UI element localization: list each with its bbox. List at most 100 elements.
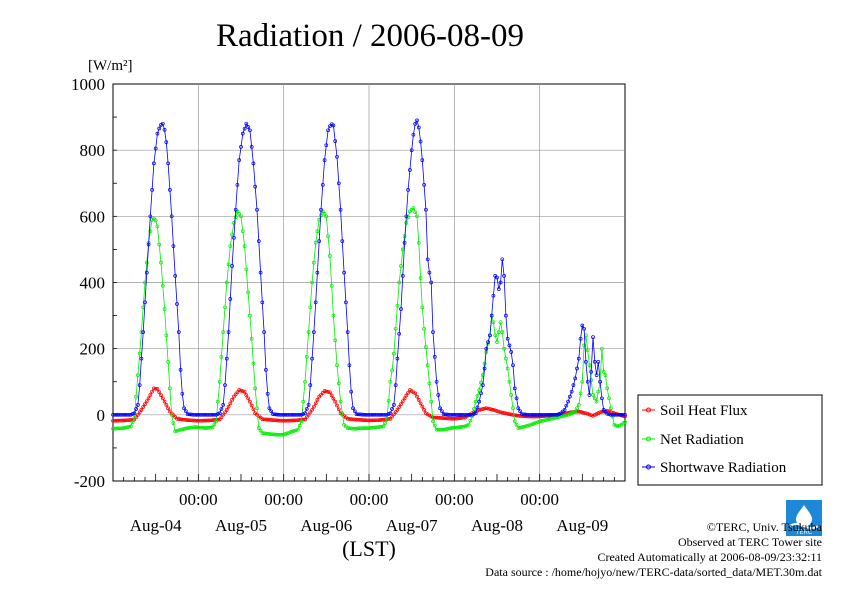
data-point xyxy=(440,416,444,420)
data-point xyxy=(292,429,297,433)
data-point xyxy=(258,428,263,433)
data-point xyxy=(169,412,174,417)
data-point xyxy=(361,418,366,422)
data-point xyxy=(125,418,130,423)
data-point xyxy=(152,161,156,166)
data-point xyxy=(162,307,167,311)
data-point xyxy=(605,411,610,416)
data-point xyxy=(342,270,346,275)
data-point xyxy=(368,418,373,423)
data-point xyxy=(399,264,403,268)
data-point xyxy=(290,418,295,423)
data-point xyxy=(175,428,179,433)
data-point xyxy=(285,431,290,436)
data-point xyxy=(434,379,439,384)
data-point xyxy=(192,418,197,423)
data-point xyxy=(441,427,446,432)
data-point xyxy=(264,417,268,422)
data-point xyxy=(180,417,185,422)
data-point xyxy=(521,412,526,417)
data-point xyxy=(276,432,281,437)
data-point xyxy=(130,420,135,425)
data-point xyxy=(319,207,323,212)
data-series xyxy=(111,118,627,437)
data-point xyxy=(203,426,208,430)
data-point xyxy=(274,412,279,417)
data-point xyxy=(303,379,307,384)
data-point xyxy=(594,399,599,404)
data-point xyxy=(349,417,354,421)
data-point xyxy=(155,131,160,136)
data-point xyxy=(475,393,480,398)
data-point xyxy=(228,297,233,301)
data-point xyxy=(477,408,482,412)
data-point xyxy=(223,305,227,310)
data-point xyxy=(308,383,313,387)
data-point xyxy=(592,413,597,417)
data-point xyxy=(498,410,503,415)
data-point xyxy=(555,412,560,417)
data-point xyxy=(456,416,460,421)
data-point xyxy=(143,300,147,305)
data-point xyxy=(502,346,506,351)
data-point xyxy=(594,373,599,377)
data-point xyxy=(477,388,482,392)
data-point xyxy=(338,207,343,212)
data-point xyxy=(418,401,423,406)
data-point xyxy=(473,411,478,416)
data-point xyxy=(411,206,416,210)
data-point xyxy=(358,418,362,422)
y-tick-label: 0 xyxy=(97,406,106,425)
data-point xyxy=(153,386,158,391)
data-point xyxy=(441,412,446,417)
data-point xyxy=(274,418,279,423)
data-point xyxy=(269,432,274,437)
x-day-label: Aug-06 xyxy=(300,516,352,535)
data-point xyxy=(456,412,460,417)
data-point xyxy=(148,214,153,219)
x-time-label: 00:00 xyxy=(264,490,303,509)
data-point xyxy=(256,239,261,243)
data-point xyxy=(399,307,403,311)
data-point xyxy=(504,411,508,416)
legend-item-soil-heat-flux: Soil Heat Flux xyxy=(642,403,748,419)
data-point xyxy=(550,416,554,421)
data-point xyxy=(376,418,380,423)
data-point xyxy=(381,424,386,429)
data-point xyxy=(502,274,506,278)
data-point xyxy=(260,417,265,421)
data-point xyxy=(372,412,377,417)
data-point xyxy=(360,418,364,422)
data-point xyxy=(511,363,515,368)
data-point xyxy=(262,330,266,334)
data-point xyxy=(224,356,229,361)
data-point xyxy=(480,373,485,377)
data-point xyxy=(347,363,352,368)
data-point xyxy=(185,426,190,430)
data-point xyxy=(493,408,498,413)
data-point xyxy=(416,398,421,402)
data-point xyxy=(237,388,242,392)
data-point xyxy=(408,168,412,172)
data-point xyxy=(377,425,382,429)
data-point xyxy=(116,412,121,417)
data-point xyxy=(217,411,222,416)
data-point xyxy=(384,412,389,417)
data-point xyxy=(544,412,549,417)
data-point xyxy=(395,356,400,361)
data-point xyxy=(187,418,192,423)
data-point xyxy=(518,409,522,414)
data-point xyxy=(358,412,362,417)
data-point xyxy=(278,418,282,423)
data-point xyxy=(411,132,416,137)
data-point xyxy=(118,412,122,417)
data-point xyxy=(184,418,188,422)
data-point xyxy=(137,383,142,387)
data-point xyxy=(365,418,370,423)
data-point xyxy=(249,336,254,341)
data-point xyxy=(340,411,345,416)
data-point xyxy=(228,401,233,406)
data-point xyxy=(623,420,627,424)
data-point xyxy=(239,145,243,149)
